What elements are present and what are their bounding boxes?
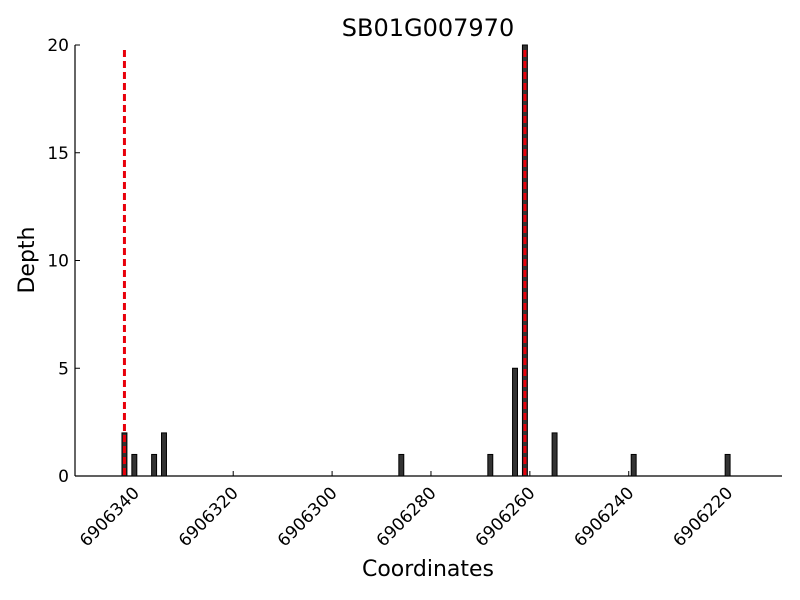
bar: [121, 432, 128, 477]
chart-title: SB01G007970: [342, 14, 514, 42]
y-tick-label: 0: [58, 467, 69, 487]
x-tick-label: 6906320: [175, 483, 243, 551]
x-tick-label: 6906280: [373, 483, 441, 551]
y-tick-label: 15: [47, 144, 69, 164]
bar: [398, 453, 405, 477]
y-axis-label: Depth: [15, 226, 40, 293]
y-tick-label: 5: [58, 359, 69, 379]
x-tick-label: 6906220: [669, 483, 737, 551]
x-tick-label: 6906300: [274, 483, 342, 551]
x-axis-label: Coordinates: [362, 557, 494, 582]
bar: [630, 453, 637, 477]
bar: [551, 432, 558, 477]
bar: [161, 432, 167, 477]
bar: [724, 453, 731, 477]
bar: [151, 453, 158, 477]
bar: [512, 367, 518, 477]
y-tick-label: 20: [47, 36, 69, 56]
bar: [131, 453, 138, 477]
x-tick-label: 6906240: [571, 483, 639, 551]
x-tick-label: 6906260: [472, 483, 540, 551]
bar: [487, 453, 494, 477]
x-tick-label: 6906340: [76, 483, 144, 551]
y-tick-label: 10: [47, 252, 69, 272]
